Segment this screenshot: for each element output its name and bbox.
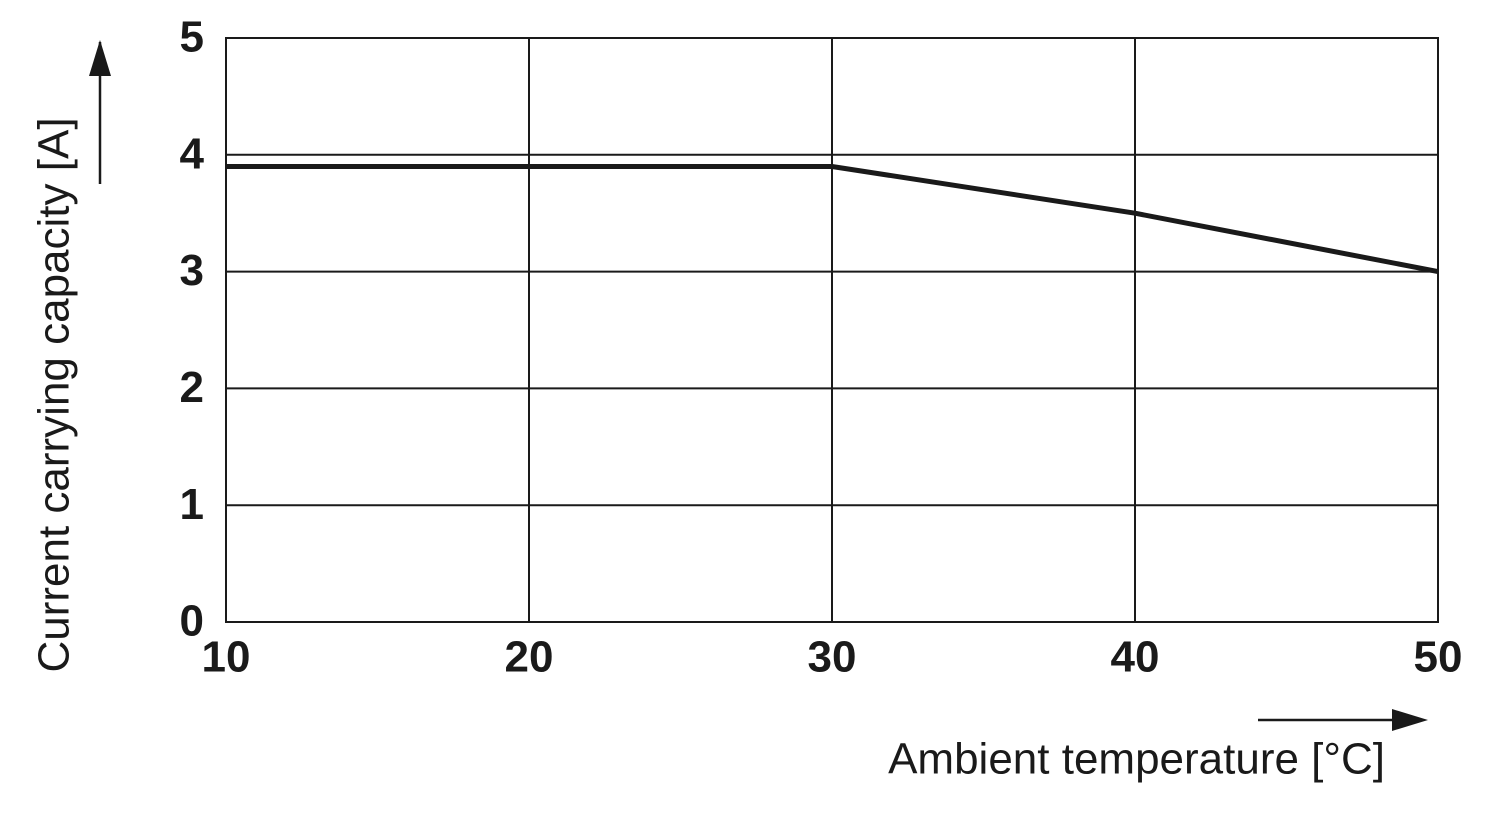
x-axis-label: Ambient temperature [°C]	[888, 735, 1385, 784]
y-tick-label: 4	[180, 129, 205, 178]
y-tick-label: 1	[180, 480, 204, 529]
plot-frame	[225, 37, 1439, 623]
x-tick-label: 20	[505, 633, 554, 682]
x-axis-arrowhead	[1392, 709, 1428, 731]
y-tick-label: 2	[180, 363, 204, 412]
data-line	[226, 163, 1439, 275]
x-tick-label: 50	[1414, 633, 1463, 682]
y-tick-label: 0	[180, 597, 204, 646]
y-tick-label: 3	[180, 246, 204, 295]
y-axis-arrowhead	[89, 40, 111, 76]
x-tick-label: 40	[1111, 633, 1160, 682]
x-tick-label: 10	[202, 633, 251, 682]
y-axis-label: Current carrying capacity [A]	[30, 117, 79, 672]
y-tick-label: 5	[180, 13, 204, 62]
x-tick-label: 30	[808, 633, 857, 682]
